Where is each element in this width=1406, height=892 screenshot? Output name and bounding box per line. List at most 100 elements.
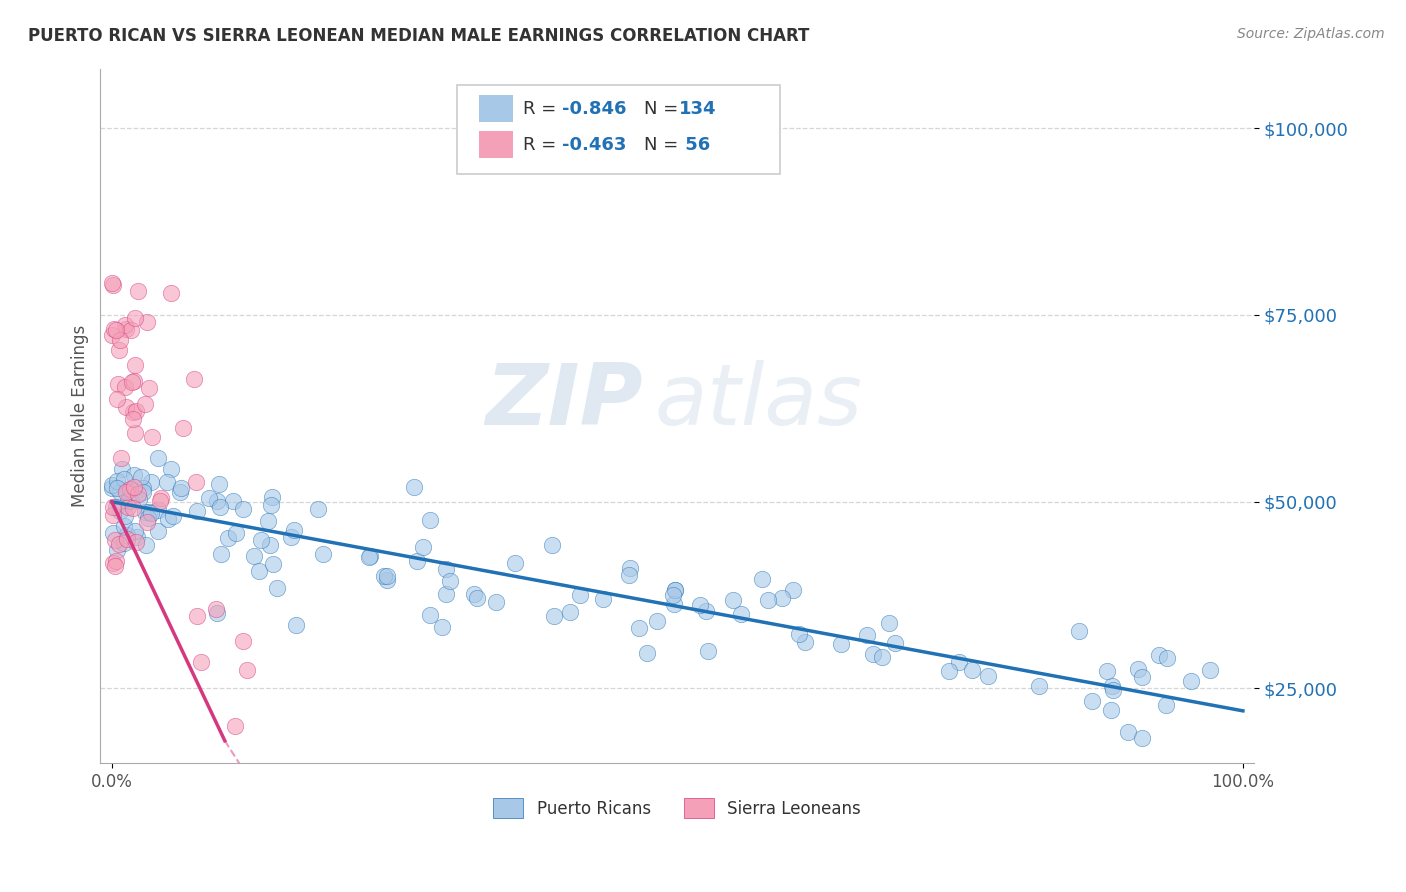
- Point: [162, 509, 184, 524]
- Point: [121, 376, 143, 390]
- Point: [1097, 665, 1119, 679]
- Point: [104, 323, 127, 337]
- Point: [543, 609, 565, 624]
- Point: [135, 538, 157, 552]
- Point: [101, 481, 124, 495]
- Y-axis label: Median Male Earnings: Median Male Earnings: [72, 325, 89, 507]
- Text: R =: R =: [523, 100, 562, 118]
- Point: [110, 451, 132, 466]
- Point: [436, 587, 458, 601]
- Point: [146, 524, 169, 538]
- Point: [260, 490, 283, 504]
- Point: [112, 472, 135, 486]
- Point: [148, 450, 170, 465]
- Point: [125, 530, 148, 544]
- Point: [439, 574, 461, 589]
- Point: [870, 649, 893, 664]
- Point: [128, 491, 150, 506]
- Point: [122, 480, 145, 494]
- Point: [1154, 698, 1177, 712]
- Point: [1156, 650, 1178, 665]
- Point: [141, 475, 163, 490]
- Point: [662, 588, 685, 602]
- Point: [114, 509, 136, 524]
- Point: [568, 588, 591, 602]
- Point: [419, 513, 441, 527]
- Text: N =: N =: [644, 136, 683, 153]
- Point: [406, 554, 429, 568]
- Point: [689, 598, 711, 612]
- Text: 56: 56: [679, 136, 710, 153]
- Point: [111, 462, 134, 476]
- Point: [120, 323, 142, 337]
- Point: [1116, 724, 1139, 739]
- Point: [359, 549, 381, 564]
- Point: [121, 411, 143, 425]
- Point: [404, 480, 426, 494]
- Point: [148, 494, 170, 508]
- Point: [357, 549, 380, 564]
- Point: [558, 605, 581, 619]
- Point: [1067, 624, 1090, 638]
- Point: [100, 276, 122, 290]
- Point: [830, 637, 852, 651]
- Point: [434, 562, 457, 576]
- Point: [101, 278, 124, 293]
- Point: [159, 285, 181, 300]
- Point: [101, 508, 124, 523]
- Point: [104, 533, 127, 547]
- Point: [115, 528, 138, 542]
- Point: [627, 621, 650, 635]
- Point: [127, 285, 149, 299]
- Point: [108, 504, 131, 518]
- Point: [132, 481, 155, 495]
- Point: [250, 533, 273, 548]
- Point: [115, 484, 138, 499]
- Point: [209, 547, 232, 561]
- Point: [463, 587, 485, 601]
- Point: [134, 505, 156, 519]
- Point: [877, 616, 900, 631]
- Point: [284, 618, 307, 632]
- Text: -0.463: -0.463: [562, 136, 627, 153]
- Point: [101, 327, 124, 342]
- Point: [156, 475, 179, 489]
- Point: [141, 506, 163, 520]
- Point: [127, 486, 149, 500]
- Point: [243, 549, 266, 563]
- Point: [1198, 663, 1220, 677]
- Point: [103, 500, 125, 514]
- Point: [186, 475, 208, 489]
- Point: [112, 519, 135, 533]
- Point: [101, 478, 124, 492]
- Point: [114, 318, 136, 333]
- Point: [105, 500, 128, 515]
- Point: [262, 557, 284, 571]
- Point: [134, 396, 156, 410]
- Point: [186, 504, 208, 518]
- Point: [695, 603, 717, 617]
- Point: [782, 582, 804, 597]
- Point: [283, 523, 305, 537]
- Point: [183, 372, 205, 386]
- Point: [419, 607, 441, 622]
- Point: [105, 475, 128, 489]
- Text: 134: 134: [679, 100, 717, 118]
- Point: [696, 644, 718, 658]
- Point: [103, 556, 125, 570]
- Point: [217, 531, 239, 545]
- Point: [883, 636, 905, 650]
- Point: [115, 483, 138, 497]
- Point: [619, 561, 641, 575]
- Text: ZIP: ZIP: [485, 360, 643, 443]
- Point: [862, 647, 884, 661]
- Point: [855, 628, 877, 642]
- Point: [190, 655, 212, 669]
- Legend: Puerto Ricans, Sierra Leoneans: Puerto Ricans, Sierra Leoneans: [486, 792, 868, 824]
- Point: [266, 581, 288, 595]
- Point: [794, 635, 817, 649]
- Point: [1130, 670, 1153, 684]
- Point: [1081, 694, 1104, 708]
- Point: [124, 425, 146, 440]
- Point: [107, 376, 129, 391]
